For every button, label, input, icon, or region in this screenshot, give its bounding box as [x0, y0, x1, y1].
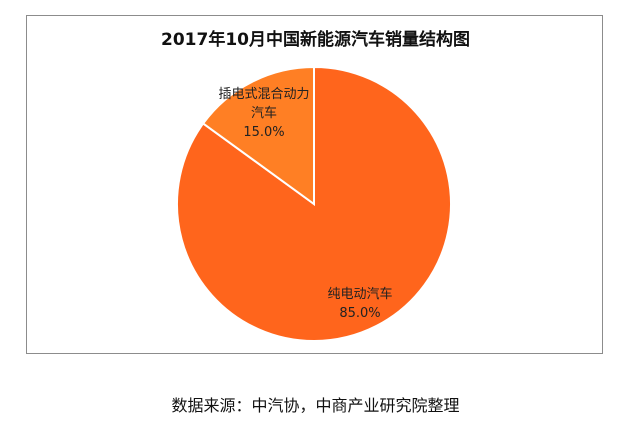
data-label-category: 纯电动汽车: [327, 286, 392, 302]
chart-title: 2017年10月中国新能源汽车销量结构图: [161, 30, 470, 50]
data-label-category: 插电式混合动力: [218, 87, 309, 102]
data-label-value: 15.0%: [243, 125, 284, 140]
data-label-value: 85.0%: [339, 306, 380, 321]
data-label-category: 汽车: [251, 105, 277, 121]
data-source: 数据来源：中汽协，中商产业研究院整理: [171, 396, 460, 415]
pie-slice: [201, 65, 315, 206]
chart-frame: [26, 15, 603, 354]
